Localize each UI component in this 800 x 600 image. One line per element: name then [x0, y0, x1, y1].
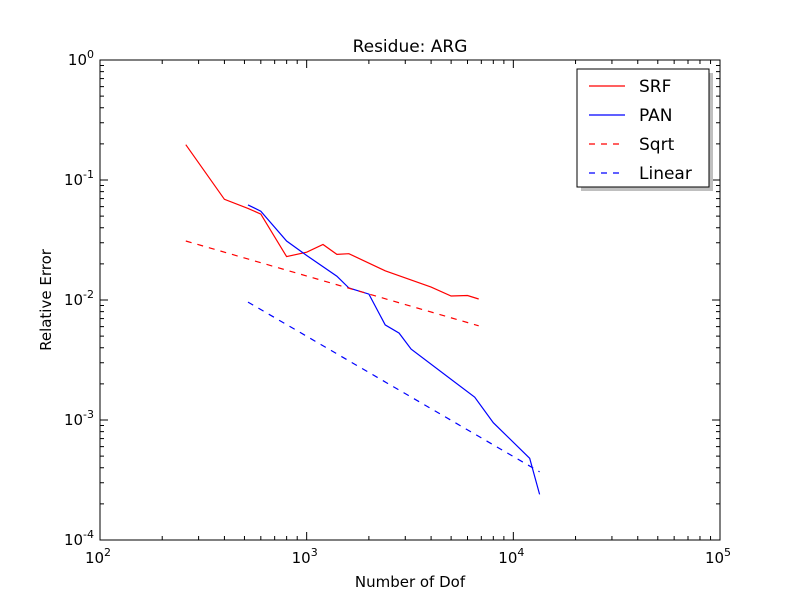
- y-tick-label: 10-3: [64, 408, 94, 429]
- y-tick-exp: -2: [83, 288, 94, 301]
- y-tick-base: 10: [64, 291, 83, 309]
- y-tick-base: 10: [64, 171, 83, 189]
- series-line-srf: [185, 144, 479, 300]
- x-tick-label: 102: [85, 546, 111, 567]
- y-tick-label: 10-1: [64, 168, 94, 189]
- x-tick-exp: 3: [311, 546, 318, 559]
- x-tick-label: 105: [705, 546, 731, 567]
- y-tick-label: 100: [68, 48, 94, 69]
- x-tick-exp: 5: [724, 546, 731, 559]
- y-tick-exp: -3: [83, 408, 94, 421]
- x-tick-label: 104: [498, 546, 524, 567]
- y-tick-label: 10-4: [64, 528, 94, 549]
- y-tick-label: 10-2: [64, 288, 94, 309]
- legend-box: [576, 68, 710, 188]
- legend-label-pan: PAN: [639, 106, 673, 126]
- y-tick-base: 10: [64, 531, 83, 549]
- y-tick-base: 10: [64, 411, 83, 429]
- series-line-sqrt: [185, 240, 479, 327]
- x-tick-base: 10: [498, 549, 517, 567]
- y-tick-base: 10: [68, 51, 87, 69]
- series-line-pan: [247, 204, 541, 495]
- y-axis-label: Relative Error: [37, 248, 55, 351]
- x-tick-base: 10: [85, 549, 104, 567]
- x-tick-base: 10: [292, 549, 311, 567]
- x-tick-exp: 4: [517, 546, 524, 559]
- x-tick-label: 103: [292, 546, 318, 567]
- x-axis-label: Number of Dof: [355, 573, 466, 591]
- legend-label-linear: Linear: [639, 164, 692, 184]
- legend: SRF PAN Sqrt Linear: [576, 68, 713, 191]
- series-line-linear: [247, 301, 540, 473]
- legend-label-srf: SRF: [639, 77, 671, 97]
- legend-label-sqrt: Sqrt: [639, 135, 675, 155]
- y-tick-exp: -1: [83, 168, 94, 181]
- x-tick-base: 10: [705, 549, 724, 567]
- x-tick-exp: 2: [104, 546, 111, 559]
- y-tick-exp: -4: [83, 528, 94, 541]
- chart-title: Residue: ARG: [353, 37, 468, 57]
- y-tick-exp: 0: [87, 48, 94, 61]
